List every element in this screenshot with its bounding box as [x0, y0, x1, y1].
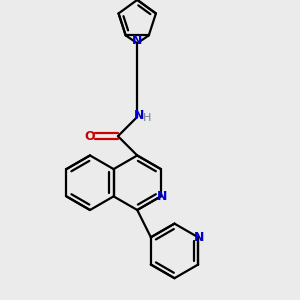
Text: O: O	[85, 130, 95, 143]
Text: N: N	[194, 231, 205, 244]
Text: N: N	[132, 34, 142, 47]
Text: N: N	[134, 109, 144, 122]
Text: N: N	[157, 190, 167, 203]
Text: H: H	[142, 113, 151, 123]
